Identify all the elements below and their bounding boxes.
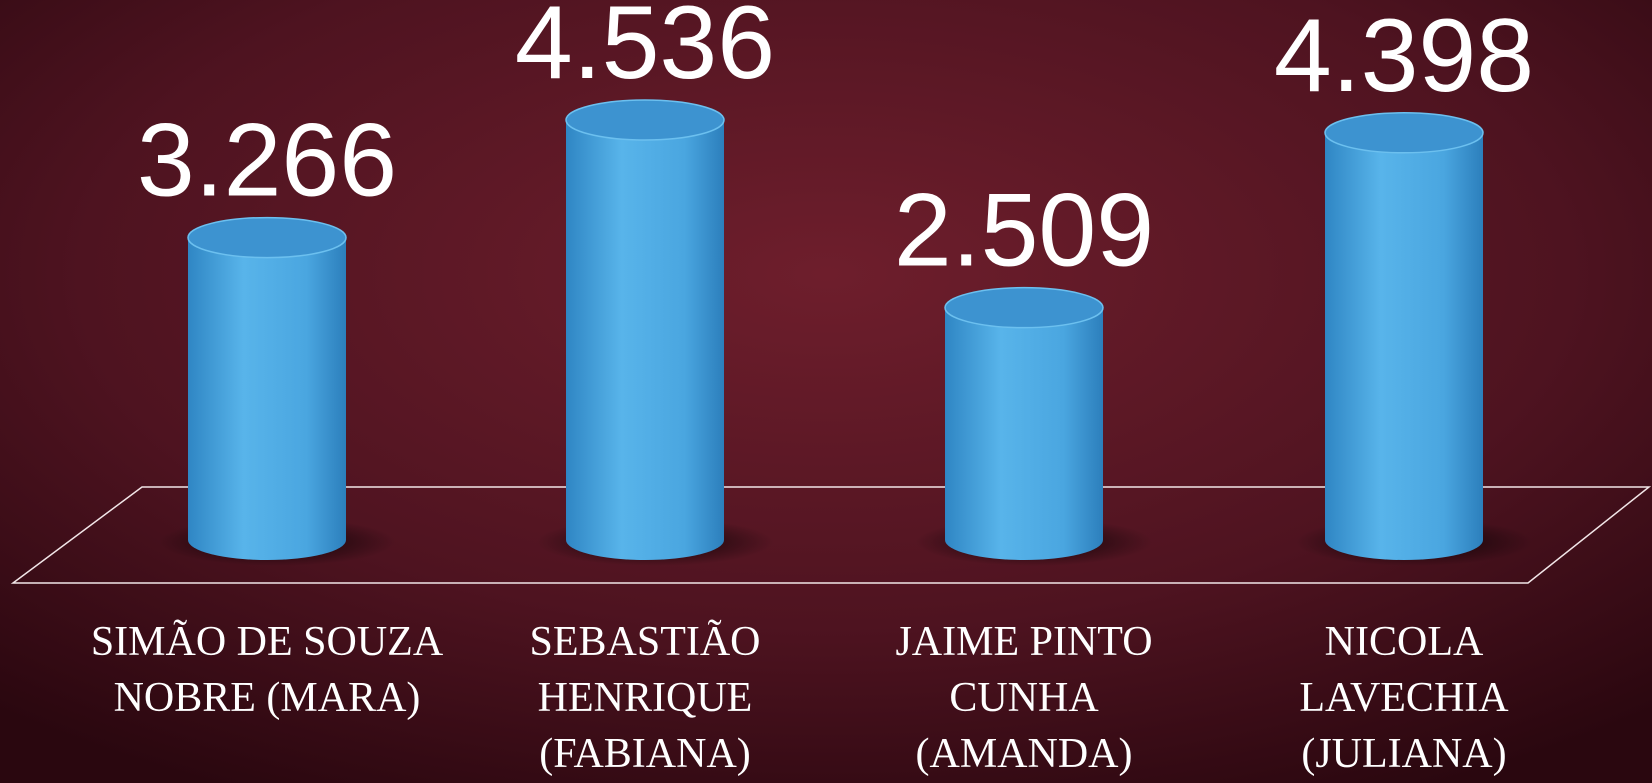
value-label: 4.398: [1274, 0, 1534, 114]
bar: [565, 99, 725, 560]
bar: [187, 216, 347, 560]
bar: [1324, 112, 1484, 560]
bar-body: [945, 307, 1103, 560]
x-tick-label: SEBASTIÃO HENRIQUE (FABIANA): [529, 619, 761, 777]
bar: [944, 286, 1104, 560]
bar-body: [566, 120, 724, 560]
bar-top: [944, 286, 1104, 329]
bar-top: [565, 99, 725, 141]
bar-top: [187, 216, 347, 259]
bar-body: [1325, 132, 1483, 560]
value-label: 2.509: [894, 173, 1154, 289]
x-tick-label-box: NICOLA LAVECHIA (JULIANA): [1299, 619, 1509, 777]
x-tick-label: JAIME PINTO CUNHA (AMANDA): [895, 619, 1153, 777]
x-tick-label-box: JAIME PINTO CUNHA (AMANDA): [895, 619, 1153, 777]
bar-body: [188, 237, 346, 560]
x-tick-label: NICOLA LAVECHIA (JULIANA): [1299, 619, 1509, 777]
value-label: 4.536: [515, 0, 775, 101]
value-label: 3.266: [137, 103, 397, 219]
bar-top: [1324, 112, 1484, 154]
x-tick-label: SIMÃO DE SOUZA NOBRE (MARA): [90, 619, 444, 721]
plot: 3.266 SIMÃO DE SOUZA NOBRE (MARA) 4.536 SEB…: [90, 0, 1534, 777]
x-tick-label-box: SIMÃO DE SOUZA NOBRE (MARA): [90, 619, 444, 721]
floor: [10, 486, 1652, 584]
x-tick-label-box: SEBASTIÃO HENRIQUE (FABIANA): [529, 619, 761, 777]
